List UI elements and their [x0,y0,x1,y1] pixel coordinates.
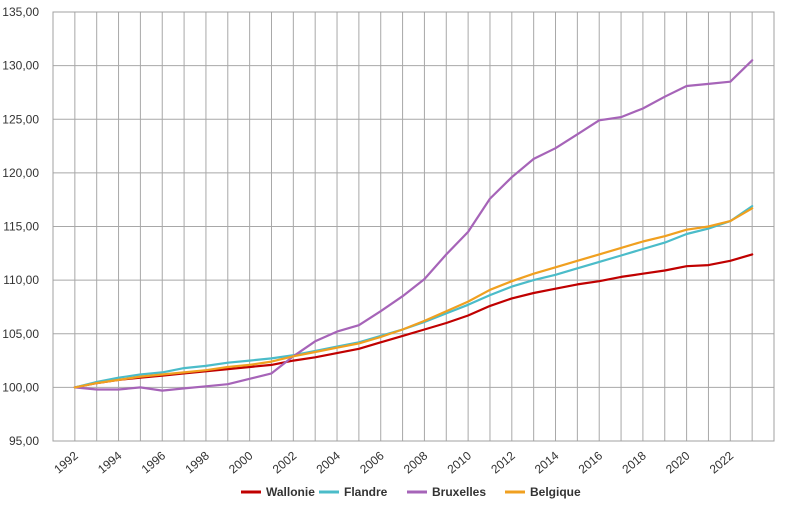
legend: Wallonie Flandre Bruxelles Belgique [241,485,581,499]
x-tick-label: 1994 [95,448,125,476]
series-lines [73,59,754,392]
series-line-bruxelles [73,59,754,392]
legend-label-bruxelles: Bruxelles [432,485,486,499]
y-axis-tick-labels: 95,00 100,00 105,00 110,00 115,00 120,00 125,0… [2,5,39,448]
y-tick-label: 100,00 [2,380,39,394]
y-tick-label: 110,00 [3,273,39,287]
grid-lines [53,12,774,441]
y-tick-label: 130,00 [2,59,39,73]
x-tick-label: 2022 [707,448,737,476]
y-tick-label: 125,00 [2,112,39,126]
plot-area-frame [52,11,775,442]
x-tick-label: 1992 [51,448,81,476]
y-tick-label: 105,00 [2,327,39,341]
x-tick-label: 1998 [182,448,212,476]
y-tick-label: 120,00 [2,166,39,180]
x-tick-label: 2020 [663,448,693,476]
x-tick-label: 2014 [532,448,562,476]
x-tick-label: 2016 [576,448,606,476]
series-line-wallonie [73,253,754,389]
legend-label-belgique: Belgique [530,485,581,499]
y-tick-label: 135,00 [2,5,39,19]
x-tick-label: 2000 [226,448,256,476]
series-line-flandre [73,205,754,389]
legend-label-wallonie: Wallonie [266,485,315,499]
y-tick-label: 115,00 [3,220,39,234]
x-axis-tick-labels: 1992 1994 1996 1998 2000 2002 2004 2006 2008 2010… [51,448,736,476]
series-line-belgique [73,207,754,389]
x-tick-label: 2004 [314,448,344,476]
y-tick-label: 95,00 [9,434,39,448]
x-tick-label: 2010 [445,448,475,476]
x-tick-label: 2008 [401,448,431,476]
x-tick-label: 2006 [357,448,387,476]
x-tick-label: 1996 [139,448,169,476]
legend-label-flandre: Flandre [344,485,388,499]
x-tick-label: 2018 [619,448,649,476]
x-tick-label: 2002 [270,448,300,476]
x-tick-label: 2012 [488,448,518,476]
